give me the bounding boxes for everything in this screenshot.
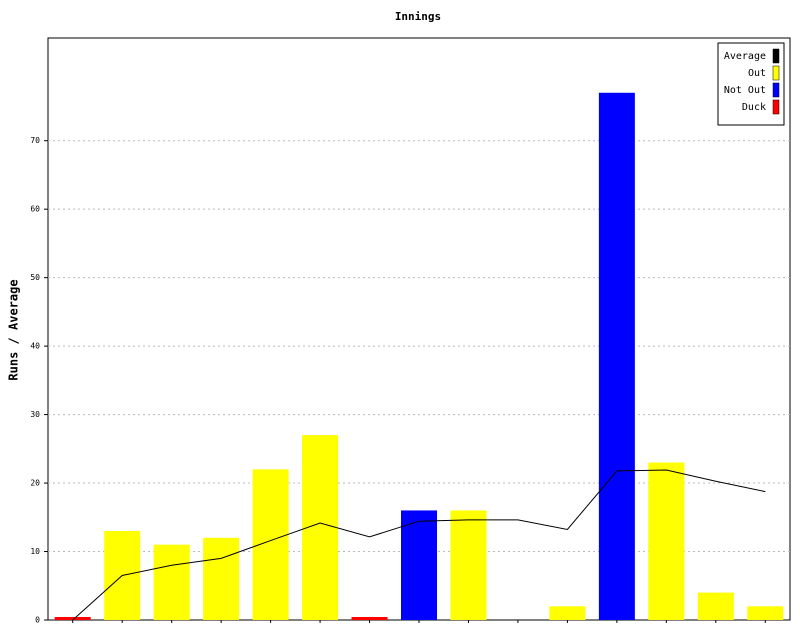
bar (648, 462, 685, 620)
y-tick-label: 40 (30, 342, 40, 351)
y-tick-label: 50 (30, 273, 40, 282)
bar (697, 592, 734, 620)
y-tick-label: 0 (35, 616, 40, 625)
y-tick-label: 60 (30, 205, 40, 214)
y-tick-label: 30 (30, 410, 40, 419)
legend-swatch (772, 99, 780, 115)
bar (450, 510, 487, 620)
bar (54, 617, 91, 620)
legend-label: Not Out (724, 85, 766, 96)
bar (351, 617, 388, 620)
legend-swatch (772, 48, 780, 64)
y-tick-label: 10 (30, 547, 40, 556)
legend-label: Out (748, 68, 766, 79)
y-tick-label: 70 (30, 136, 40, 145)
y-axis-label: Runs / Average (7, 279, 21, 380)
bar (153, 544, 190, 620)
bar (549, 606, 586, 620)
legend-label: Average (724, 51, 766, 62)
legend-swatch (772, 65, 780, 81)
bar (598, 92, 635, 620)
bar (401, 510, 437, 620)
legend-label: Duck (742, 102, 766, 113)
legend-swatch (772, 82, 780, 98)
y-tick-label: 20 (30, 479, 40, 488)
chart-title: Innings (395, 10, 441, 23)
bar (203, 537, 240, 620)
average-line (72, 469, 766, 621)
bar (747, 606, 784, 620)
